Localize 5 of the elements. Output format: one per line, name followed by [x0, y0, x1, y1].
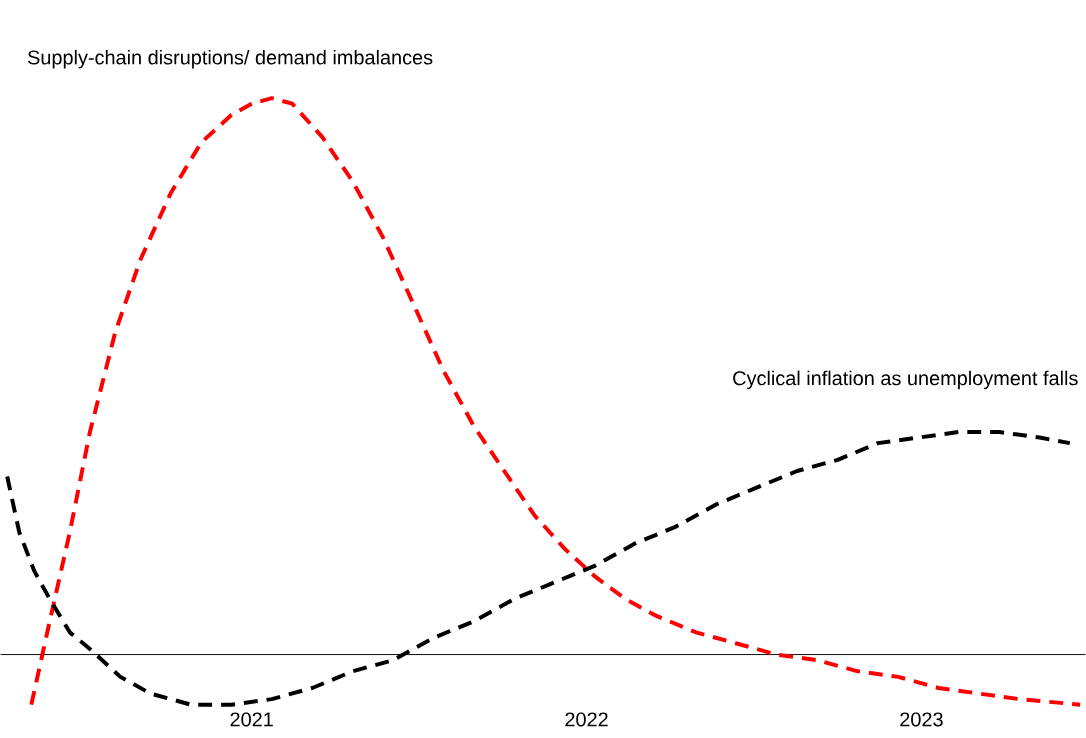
x-tick-label: 2021	[230, 712, 273, 727]
text: Supply-chain disruptions/ demand imbalances	[27, 50, 433, 69]
x-tick-label: 2022	[565, 712, 608, 727]
text: Cyclical inflation as unemployment falls	[733, 370, 1078, 390]
x-tick-label: 2023	[900, 712, 943, 727]
